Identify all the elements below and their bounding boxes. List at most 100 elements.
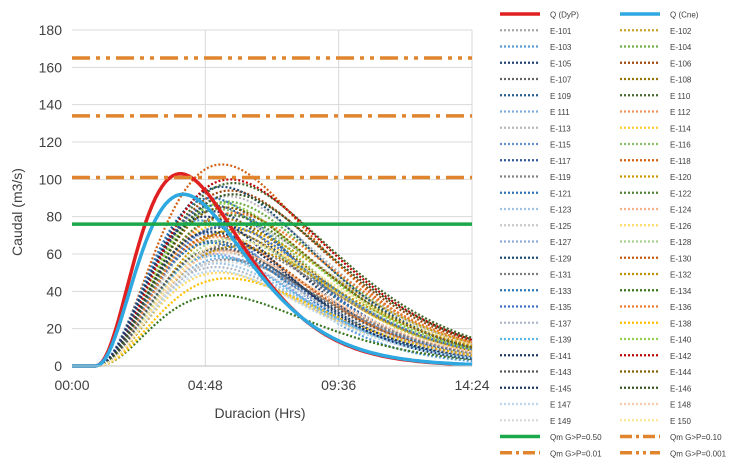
y-tick-label: 120 bbox=[39, 134, 63, 150]
legend-label: E-129 bbox=[550, 254, 572, 263]
y-tick-label: 160 bbox=[39, 59, 63, 75]
legend-label: E-132 bbox=[670, 271, 692, 280]
legend-item: E-133 bbox=[500, 287, 572, 296]
legend-item: E-135 bbox=[500, 303, 572, 312]
series-line-E-125 bbox=[72, 221, 473, 368]
x-tick-label: 00:00 bbox=[54, 377, 89, 393]
legend-item: E-104 bbox=[620, 43, 692, 52]
series-line-E-148 bbox=[72, 250, 473, 368]
series-line-E-128 bbox=[72, 238, 473, 368]
series-line-E-142 bbox=[72, 178, 473, 368]
legend-label: Qm G>P=0.10 bbox=[670, 433, 722, 442]
legend-item: E 147 bbox=[500, 401, 571, 410]
legend-label: Qm G>P=0.001 bbox=[670, 449, 727, 458]
legend-label: Q (Cne) bbox=[670, 11, 699, 20]
series-line-E-112 bbox=[72, 236, 473, 368]
legend-label: Qm G>P=0.50 bbox=[550, 433, 602, 442]
legend-item: E 112 bbox=[620, 108, 691, 117]
legend-label: E-136 bbox=[670, 303, 692, 312]
legend-label: E-122 bbox=[670, 189, 692, 198]
series-line-E-101 bbox=[72, 249, 473, 368]
legend-label: E-140 bbox=[670, 336, 692, 345]
legend-item: E-128 bbox=[620, 238, 692, 247]
series-line-E-139 bbox=[72, 254, 473, 368]
legend-item: E-137 bbox=[500, 319, 572, 328]
legend-label: Qm G>P=0.01 bbox=[550, 449, 602, 458]
legend-item: E-141 bbox=[500, 352, 572, 361]
legend-item: E-136 bbox=[620, 303, 692, 312]
legend-label: E-143 bbox=[550, 368, 572, 377]
series-line-E-124 bbox=[72, 249, 473, 368]
legend-label: E-138 bbox=[670, 319, 692, 328]
legend-item: E-142 bbox=[620, 352, 692, 361]
legend-item: Qm G>P=0.50 bbox=[500, 433, 602, 442]
legend-label: E-141 bbox=[550, 352, 572, 361]
legend-item: Q (DyP) bbox=[500, 11, 579, 20]
series-line-E-109 bbox=[72, 239, 473, 368]
reference-lines bbox=[72, 56, 472, 226]
series-line-E-141 bbox=[72, 215, 473, 368]
legend-label: E-108 bbox=[670, 76, 692, 85]
legend-label: E-104 bbox=[670, 43, 692, 52]
legend-label: E-131 bbox=[550, 271, 572, 280]
series-line-E-135 bbox=[72, 224, 473, 368]
legend-item: E 109 bbox=[500, 92, 571, 101]
grid bbox=[72, 29, 473, 366]
legend-item: E-120 bbox=[620, 173, 692, 182]
legend-label: E-135 bbox=[550, 303, 572, 312]
y-tick-label: 80 bbox=[46, 209, 62, 225]
x-tick-label: 14:24 bbox=[454, 377, 489, 393]
legend-item: E-132 bbox=[620, 271, 692, 280]
legend-item: E-117 bbox=[500, 157, 571, 166]
legend-item: E-103 bbox=[500, 43, 572, 52]
legend-item: E-130 bbox=[620, 254, 692, 263]
legend-item: E-138 bbox=[620, 319, 692, 328]
legend-label: E 112 bbox=[670, 108, 691, 117]
legend-label: E 111 bbox=[550, 108, 570, 117]
legend-item: E-123 bbox=[500, 206, 572, 215]
x-tick-label: 04:48 bbox=[188, 377, 223, 393]
legend-item: E-107 bbox=[500, 76, 572, 85]
legend-item: E-114 bbox=[620, 124, 691, 133]
legend-item: E 150 bbox=[620, 417, 691, 426]
legend-label: E-119 bbox=[550, 173, 571, 182]
series-line-E-104 bbox=[72, 200, 473, 368]
legend-item: E-105 bbox=[500, 59, 572, 68]
legend-label: E-116 bbox=[670, 141, 691, 150]
legend-label: E-114 bbox=[670, 124, 691, 133]
legend-item: Qm G>P=0.01 bbox=[500, 449, 602, 458]
y-tick-label: 180 bbox=[39, 22, 63, 38]
legend-item: E-108 bbox=[620, 76, 692, 85]
legend-label: E-106 bbox=[670, 59, 692, 68]
legend-label: E-127 bbox=[550, 238, 572, 247]
legend-item: E-140 bbox=[620, 336, 692, 345]
legend-item: E-119 bbox=[500, 173, 571, 182]
legend-label: E-115 bbox=[550, 141, 571, 150]
legend-label: E 150 bbox=[670, 417, 691, 426]
legend-item: E-113 bbox=[500, 124, 571, 133]
legend-label: E 148 bbox=[670, 401, 691, 410]
legend-item: E-116 bbox=[620, 141, 691, 150]
legend-label: Q (DyP) bbox=[550, 11, 579, 20]
legend-label: E-146 bbox=[670, 384, 692, 393]
legend-item: E-145 bbox=[500, 384, 572, 393]
legend-label: E 149 bbox=[550, 417, 571, 426]
series-line-Q-Cne- bbox=[72, 192, 473, 368]
legend-label: E 147 bbox=[550, 401, 571, 410]
legend-label: E-142 bbox=[670, 352, 692, 361]
legend-item: Q (Cne) bbox=[620, 11, 699, 20]
legend-label: E-128 bbox=[670, 238, 692, 247]
legend-label: E-145 bbox=[550, 384, 572, 393]
legend-item: E-143 bbox=[500, 368, 572, 377]
legend: Q (DyP) Q (Cne) E-101 E-102 E-103 E-104 E-105 E… bbox=[500, 11, 727, 458]
legend-item: E-115 bbox=[500, 141, 571, 150]
legend-label: E-102 bbox=[670, 27, 692, 36]
legend-label: E-126 bbox=[670, 222, 692, 231]
legend-label: E-105 bbox=[550, 59, 572, 68]
legend-item: E 110 bbox=[620, 92, 691, 101]
legend-label: E-133 bbox=[550, 287, 572, 296]
legend-label: E-118 bbox=[670, 157, 691, 166]
legend-item: E-144 bbox=[620, 368, 692, 377]
legend-item: E-122 bbox=[620, 189, 692, 198]
